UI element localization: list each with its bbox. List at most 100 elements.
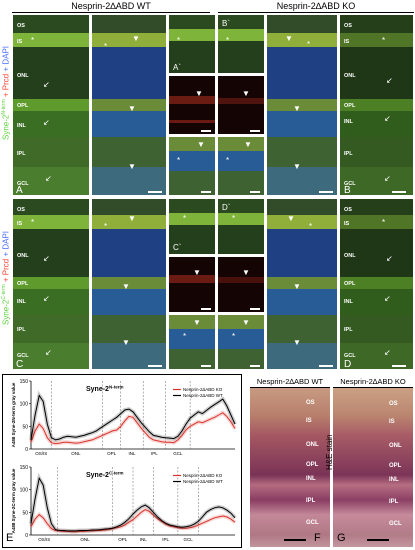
layer-label-ipl: IPL — [17, 151, 26, 157]
he-label-os: OS — [389, 401, 398, 407]
arrow-mark: ↙ — [384, 174, 391, 183]
layer-label-os: OS — [344, 207, 352, 213]
y-axis-label: A488 Syne-2N-term gray value — [11, 382, 16, 447]
series-line — [30, 394, 236, 441]
he-f-label-ipl: IPL — [306, 498, 316, 504]
he-label-is: IS — [389, 419, 395, 425]
panel-b-merge-ko: ▼ * ▼ ▼ — [266, 14, 338, 196]
layer-label-os: OS — [17, 207, 25, 213]
he-f-label-onl: ONL — [306, 442, 319, 448]
arrowhead-mark: ▼ — [293, 104, 301, 113]
arrowhead-mark: ▼ — [293, 282, 301, 291]
header-ko: Nesprin-2∆ABD KO — [218, 0, 414, 13]
side-label-bottom: Syne-2C-term + Prcd + DAPI — [1, 230, 11, 325]
arrow-mark: ↙ — [45, 348, 52, 357]
panel-d-merge-ko: ▼ * ▼ ▼ — [266, 198, 338, 370]
he-label-inl: INL — [389, 477, 399, 483]
arrowhead-mark: ▼ — [193, 318, 201, 327]
arrowhead-mark: ▼ — [285, 34, 293, 43]
he-stain-label: H&E stain — [325, 434, 334, 470]
x-layer-label: GCL — [183, 537, 193, 542]
arrowhead-mark: ▼ — [242, 89, 250, 98]
arrowhead-mark: ▼ — [128, 162, 136, 171]
layer-label-onl: ONL — [17, 253, 29, 259]
layer-label-inl: INL — [17, 299, 26, 305]
scale-bar — [319, 365, 333, 367]
scale-bar — [201, 130, 211, 132]
layer-label-inl: INL — [344, 119, 353, 125]
layer-label-is: IS — [17, 39, 23, 45]
y-tick-label: 100 — [20, 488, 29, 494]
star-mark: * — [382, 218, 386, 227]
star-mark: * — [307, 40, 311, 49]
star-mark: * — [104, 222, 108, 231]
scale-bar — [392, 191, 406, 193]
star-mark: * — [226, 36, 230, 45]
y-tick-label: 0 — [25, 533, 28, 539]
legend-label: Nesprin-2∆ABD KO — [183, 387, 223, 392]
panel-c-green-wt: OS IS * ONL ↙ OPL INL ↙ IPL GCL ↙ C — [12, 198, 90, 370]
header-wt: Nesprin-2∆ABD WT — [12, 0, 210, 13]
arrowhead-mark: ▼ — [132, 34, 140, 43]
legend-label: Nesprin-2∆ABD KO — [183, 473, 223, 478]
layer-label-is: IS — [344, 221, 350, 227]
chart-title: Syne-2N-term — [86, 385, 123, 394]
panel-letter-ap: A` — [173, 63, 181, 72]
scale-bar — [201, 191, 211, 193]
he-label-onl: ONL — [389, 443, 402, 449]
panel-letter-f: F — [314, 532, 321, 544]
panel-d-green-ko: OS IS * ONL ↙ OPL INL ↙ IPL GCL ↙ D — [339, 198, 414, 370]
legend-label: Nesprin-2∆ABD WT — [183, 393, 223, 398]
layer-label-opl: OPL — [344, 103, 356, 109]
side-label-top: Syne-2N-term + Prcd + DAPI — [1, 45, 11, 140]
layer-label-onl: ONL — [344, 253, 356, 259]
scale-bar — [201, 365, 211, 367]
layer-label-gcl: GCL — [344, 353, 356, 359]
scale-bar — [148, 365, 162, 367]
layer-label-opl: OPL — [344, 281, 356, 287]
x-layer-label: OPL — [107, 451, 117, 456]
arrow-mark: ↙ — [386, 76, 393, 85]
star-mark: * — [183, 214, 187, 223]
arrowhead-mark: ▼ — [122, 338, 130, 347]
star-mark: * — [232, 332, 236, 341]
x-layer-label: INL — [140, 537, 148, 542]
layer-label-os: OS — [344, 23, 352, 29]
star-mark: * — [177, 156, 181, 165]
he-label-gcl: GCL — [389, 521, 402, 527]
y-tick-label: 100 — [20, 402, 29, 408]
panel-cp-red: ▼ — [168, 256, 216, 313]
he-f-label-os: OS — [306, 400, 315, 406]
panel-cp-merge: * ▼ — [168, 314, 216, 370]
arrow-mark: ↙ — [45, 174, 52, 183]
x-layer-label: IPL — [162, 537, 169, 542]
chart-e-svg: 0 50 100 150 OS/IS ONL OPL INL IPL GCL Syne-2N-ter… — [11, 379, 237, 542]
he-f-label-is: IS — [306, 418, 312, 424]
series-line — [30, 412, 236, 445]
panel-letter-a: A — [16, 185, 23, 196]
x-layer-label: GCL — [173, 451, 183, 456]
arrowhead-mark: ▼ — [244, 140, 252, 149]
arrowhead-mark: ▼ — [293, 338, 301, 347]
panel-a-green-wt: OS IS * ONL ↙ OPL INL ↙ IPL GCL ↙ A — [12, 14, 90, 196]
panel-letter-b: B — [344, 185, 351, 196]
y-tick-label: 150 — [20, 465, 29, 471]
panel-letter-e: E — [6, 532, 14, 544]
scale-bar — [250, 308, 260, 310]
scale-bar — [201, 308, 211, 310]
arrow-mark: ↙ — [43, 80, 50, 89]
layer-label-opl: OPL — [17, 103, 29, 109]
chart-e: 0 50 100 150 OS/IS ONL OPL INL IPL GCL Syne-2N-ter… — [2, 374, 242, 548]
scale-bar — [250, 191, 260, 193]
layer-label-os: OS — [17, 23, 25, 29]
star-mark: * — [309, 222, 313, 231]
scale-bar — [367, 539, 389, 541]
y-axis-label: A488 Syne-2C-term gray value — [11, 468, 16, 533]
arrowhead-mark: ▼ — [195, 89, 203, 98]
panel-letter-g: G — [337, 532, 346, 544]
he-title-wt: Nesprin-2∆ABD WT — [250, 375, 330, 388]
layer-label-gcl: GCL — [17, 181, 29, 187]
arrow-mark: ↙ — [43, 254, 50, 263]
panel-dp-merge: * ▼ — [217, 314, 265, 370]
layer-label-onl: ONL — [17, 73, 29, 79]
